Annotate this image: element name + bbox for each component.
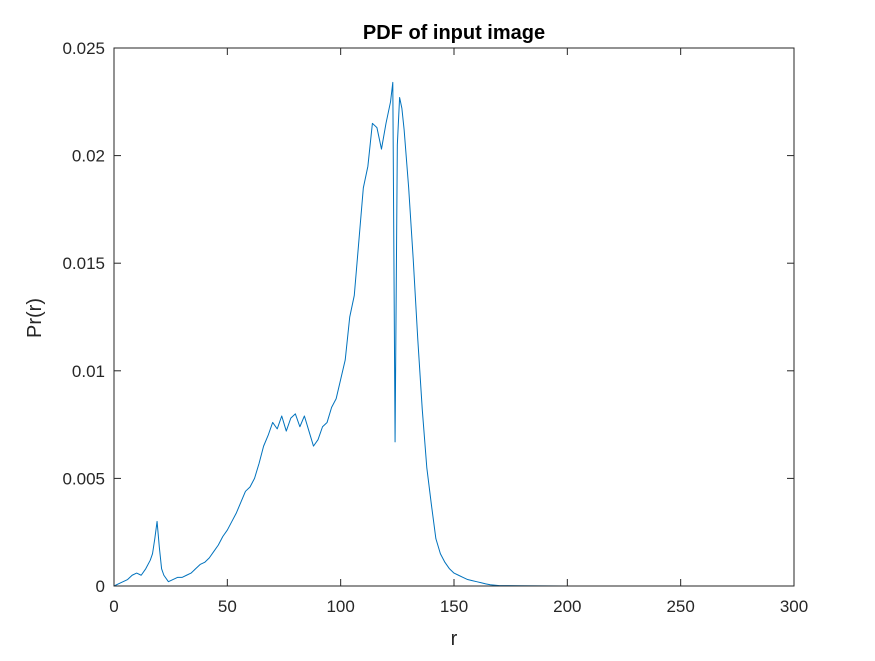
y-tick-label: 0 xyxy=(96,577,105,596)
x-tick-label: 50 xyxy=(218,597,237,616)
series-layer xyxy=(113,81,692,587)
plot-area-border xyxy=(113,47,795,587)
x-axis-label: r xyxy=(451,628,458,650)
x-tick-label: 150 xyxy=(440,597,468,616)
chart-title: PDF of input image xyxy=(363,22,545,44)
x-tick-label: 0 xyxy=(109,597,118,616)
x-tick-label: 250 xyxy=(666,597,694,616)
y-tick-label: 0.01 xyxy=(72,362,105,381)
series-line xyxy=(113,81,692,587)
x-tick-label: 300 xyxy=(780,597,808,616)
x-tick-label: 200 xyxy=(553,597,581,616)
y-tick-label: 0.005 xyxy=(62,469,105,488)
y-tick-label: 0.015 xyxy=(62,254,105,273)
x-tick-label: 100 xyxy=(326,597,354,616)
y-tick-label: 0.025 xyxy=(62,39,105,58)
y-tick-label: 0.02 xyxy=(72,147,105,166)
y-axis-label: Pr(r) xyxy=(24,298,46,338)
axis-ticks: 0 50 100 150 200 250 300 0 0.005 0.01 0.015 0.02 0.0… xyxy=(62,39,808,616)
